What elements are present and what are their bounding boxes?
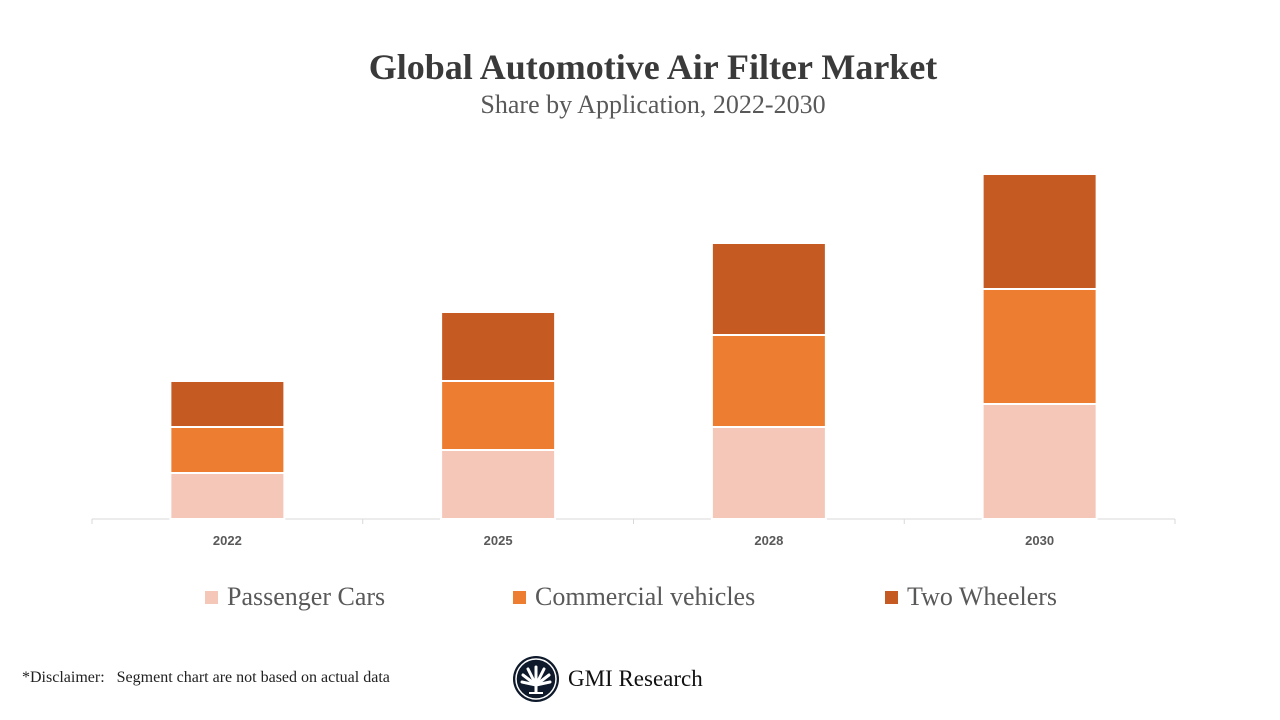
bar-segment <box>981 173 1098 290</box>
bar-segment <box>440 449 557 520</box>
fan-leaf-logo-icon <box>513 656 559 702</box>
bar-segment <box>169 426 286 474</box>
bar-segment <box>981 288 1098 405</box>
gmi-logo: GMI Research <box>512 655 703 703</box>
legend-swatch <box>513 590 526 604</box>
legend-label: Commercial vehicles <box>535 582 756 611</box>
disclaimer: *Disclaimer: Segment chart are not based… <box>22 669 390 686</box>
chart-title: Global Automotive Air Filter Market <box>368 47 938 87</box>
bar-segment <box>710 334 827 428</box>
bar-segment <box>981 403 1098 520</box>
legend-label: Two Wheelers <box>907 582 1058 611</box>
legend-item-two-wheelers: Two Wheelers <box>885 582 1057 612</box>
brand-name: GMI Research <box>568 666 703 691</box>
x-tick-label: 2028 <box>754 533 783 548</box>
x-tick-label: 2022 <box>213 533 242 548</box>
bar-segment <box>169 472 286 520</box>
bar-segment <box>710 242 827 336</box>
x-tick-label: 2030 <box>1025 533 1054 548</box>
legend-swatch <box>885 590 898 604</box>
legend-label: Passenger Cars <box>227 582 386 611</box>
legend-swatch <box>205 590 218 604</box>
bar-segment <box>710 426 827 520</box>
legend-item-commercial-vehicles: Commercial vehicles <box>513 582 755 612</box>
bar-segment <box>169 380 286 428</box>
legend-item-passenger-cars: Passenger Cars <box>205 582 385 612</box>
bar-segment <box>440 380 557 451</box>
x-tick-label: 2025 <box>484 533 513 548</box>
chart-subtitle: Share by Application, 2022-2030 <box>480 90 826 119</box>
bar-segment <box>440 311 557 382</box>
